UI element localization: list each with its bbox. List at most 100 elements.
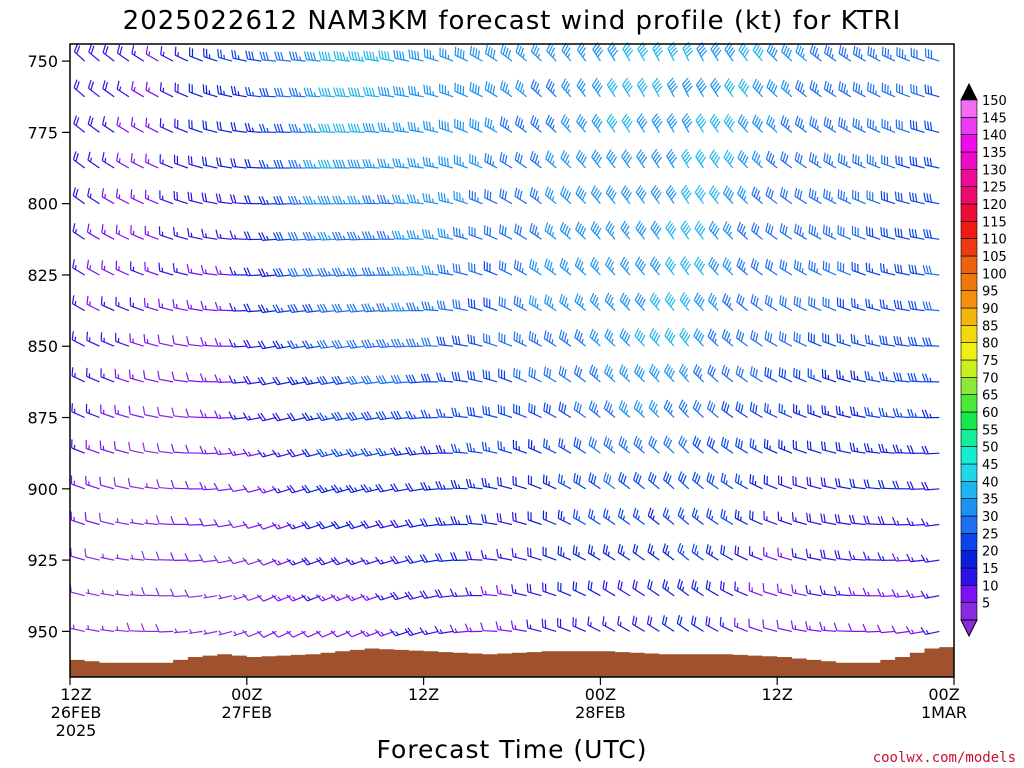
- x-tick-label: 00Z: [928, 685, 959, 704]
- wind-barb: [187, 191, 203, 205]
- wind-barb: [72, 187, 86, 205]
- wind-barb: [243, 303, 262, 313]
- wind-barb: [693, 363, 704, 383]
- wind-barb: [513, 331, 527, 347]
- wind-barb: [375, 410, 395, 421]
- wind-barb: [434, 553, 454, 562]
- wind-barb: [216, 121, 233, 133]
- wind-barb: [602, 544, 616, 561]
- wind-barb: [837, 261, 852, 276]
- wind-barb: [467, 298, 483, 312]
- wind-barb: [156, 406, 174, 419]
- wind-barb: [736, 293, 749, 312]
- wind-barb: [837, 225, 852, 240]
- wind-barb: [375, 556, 395, 565]
- wind-barb: [317, 231, 336, 241]
- colorbar-swatch: [960, 532, 978, 551]
- wind-barb: [794, 151, 808, 169]
- wind-barb: [144, 189, 159, 205]
- wind-barb: [706, 436, 719, 454]
- wind-barb: [807, 404, 822, 419]
- wind-barb: [404, 482, 424, 492]
- wind-barb: [346, 231, 365, 241]
- colorbar-label: 95: [982, 285, 999, 300]
- wind-barb: [734, 581, 748, 597]
- wind-barb: [528, 403, 542, 419]
- wind-barb: [619, 364, 631, 383]
- wind-barb: [635, 184, 647, 205]
- wind-barb: [529, 222, 542, 240]
- wind-barb: [451, 371, 468, 383]
- wind-barb: [513, 259, 527, 276]
- wind-barb: [436, 336, 454, 347]
- wind-barb: [498, 296, 513, 312]
- wind-barb: [751, 114, 763, 133]
- wind-barb: [849, 478, 866, 490]
- wind-barb: [662, 543, 675, 561]
- wind-barb: [228, 338, 247, 348]
- wind-barb: [144, 261, 159, 276]
- wind-barb: [587, 544, 601, 561]
- wind-barb: [272, 231, 292, 241]
- colorbar-label: 70: [982, 371, 999, 386]
- wind-barb: [778, 439, 793, 454]
- wind-barb: [676, 614, 690, 632]
- wind-barb: [691, 543, 704, 561]
- colorbar-label: 125: [982, 181, 1007, 196]
- wind-barb: [482, 369, 498, 383]
- wind-barb: [286, 448, 306, 458]
- wind-barb: [316, 339, 336, 349]
- wind-barb: [361, 195, 380, 205]
- wind-barb: [778, 331, 793, 347]
- wind-barb: [777, 511, 793, 526]
- wind-barb: [877, 516, 896, 526]
- wind-barb: [498, 368, 513, 383]
- wind-barb: [188, 47, 203, 62]
- wind-barb: [330, 448, 351, 458]
- wind-barb: [879, 335, 896, 347]
- wind-barb: [331, 303, 350, 313]
- wind-barb: [724, 42, 736, 62]
- wind-barb: [465, 587, 483, 597]
- wind-barb: [272, 376, 292, 386]
- wind-barb: [378, 50, 395, 62]
- colorbar-swatch: [960, 480, 978, 499]
- wind-barb: [498, 224, 513, 240]
- wind-barb: [496, 548, 513, 561]
- colorbar-label: 10: [982, 579, 999, 594]
- wind-barb: [513, 295, 527, 312]
- wind-barb: [622, 42, 634, 62]
- wind-barb: [301, 630, 321, 638]
- wind-barb: [647, 543, 660, 561]
- wind-barb: [392, 158, 409, 169]
- wind-barb: [862, 551, 881, 561]
- wind-barb: [406, 302, 424, 312]
- wind-barb: [158, 226, 174, 240]
- wind-barb: [155, 587, 174, 597]
- wind-barb: [764, 330, 778, 347]
- wind-barb: [450, 516, 468, 526]
- wind-barb: [465, 478, 483, 490]
- wind-barb: [130, 189, 144, 205]
- wind-barb: [736, 257, 749, 276]
- wind-barb: [100, 404, 115, 419]
- wind-barb: [805, 548, 822, 561]
- wind-barb: [896, 83, 911, 98]
- wind-barb: [435, 480, 454, 490]
- wind-barb: [604, 364, 616, 383]
- colorbar-label: 45: [982, 458, 999, 473]
- wind-barb: [794, 115, 808, 133]
- wind-barb: [145, 153, 159, 169]
- wind-barb: [317, 267, 336, 277]
- wind-barb: [345, 520, 365, 530]
- y-tick-label: 800: [27, 195, 58, 214]
- wind-barb: [213, 519, 233, 528]
- wind-barb: [837, 153, 852, 169]
- wind-barb: [391, 266, 409, 276]
- wind-barb: [663, 363, 675, 383]
- wind-barb: [738, 78, 750, 98]
- wind-barb: [617, 579, 631, 597]
- wind-barb: [214, 301, 233, 312]
- wind-barb: [572, 581, 586, 597]
- wind-barb: [243, 231, 262, 241]
